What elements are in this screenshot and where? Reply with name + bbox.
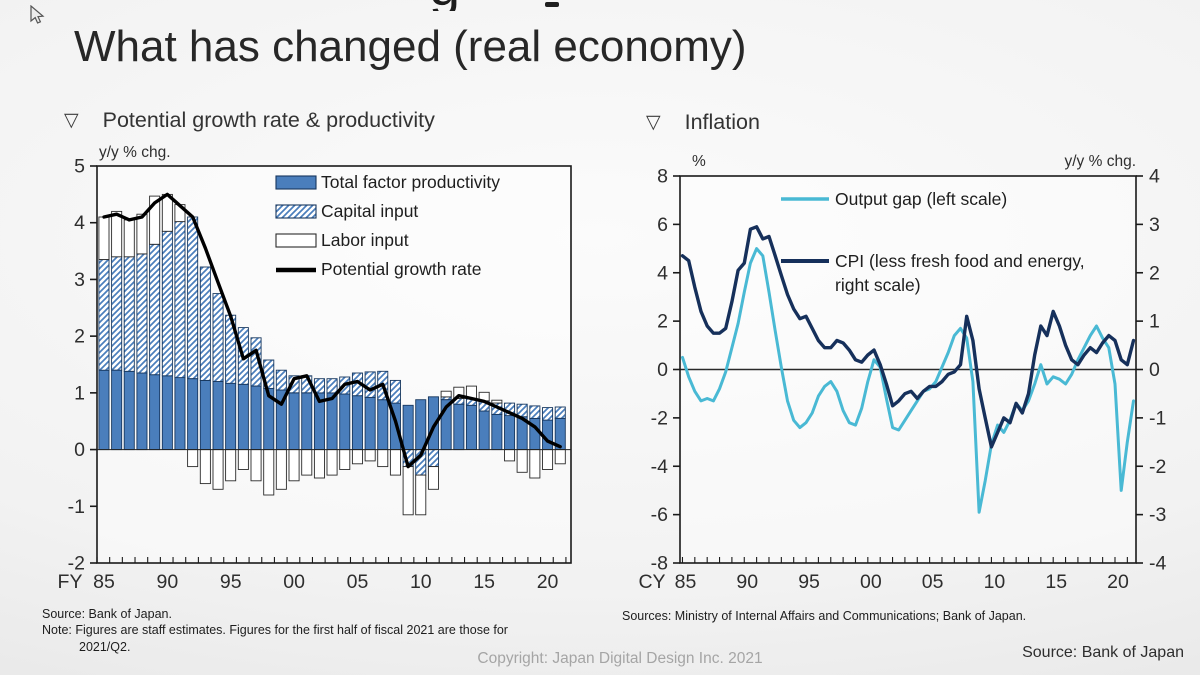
svg-text:-2: -2	[68, 553, 85, 575]
svg-text:95: 95	[798, 571, 820, 593]
clipped-letter: g	[429, 0, 460, 11]
svg-text:0: 0	[657, 359, 668, 381]
svg-text:0: 0	[1149, 359, 1160, 381]
bottom-right-source: Source: Bank of Japan	[1022, 644, 1184, 661]
svg-text:y/y % chg.: y/y % chg.	[99, 144, 171, 161]
svg-text:-6: -6	[651, 504, 668, 526]
svg-text:20: 20	[1107, 571, 1129, 593]
svg-text:-3: -3	[1149, 504, 1166, 526]
svg-text:y/y % chg.: y/y % chg.	[1065, 153, 1137, 170]
svg-text:%: %	[692, 153, 706, 170]
svg-text:10: 10	[410, 571, 432, 593]
svg-text:CPI (less fresh food and energ: CPI (less fresh food and energy,	[835, 251, 1085, 271]
svg-text:10: 10	[984, 571, 1006, 593]
right-chart-sources: Sources: Ministry of Internal Affairs an…	[622, 609, 1027, 623]
svg-text:6: 6	[657, 214, 668, 236]
svg-text:FY: FY	[58, 571, 83, 593]
right-chart-header: ▽ Inflation	[646, 110, 760, 135]
svg-text:-1: -1	[1149, 407, 1166, 429]
left-chart-footnotes: Source: Bank of Japan. Note: Figures are…	[42, 606, 508, 655]
clipped-stroke	[545, 2, 559, 7]
svg-text:90: 90	[736, 571, 758, 593]
svg-text:-4: -4	[651, 456, 668, 478]
svg-text:-4: -4	[1149, 553, 1166, 575]
svg-text:1: 1	[1149, 311, 1160, 333]
svg-text:4: 4	[657, 262, 668, 284]
svg-text:Capital input: Capital input	[321, 201, 418, 221]
left-chart-note: Note: Figures are staff estimates. Figur…	[42, 623, 508, 654]
svg-text:90: 90	[156, 571, 178, 593]
svg-text:0: 0	[74, 439, 85, 461]
svg-text:05: 05	[922, 571, 944, 593]
svg-text:Potential growth rate: Potential growth rate	[321, 259, 482, 279]
svg-text:95: 95	[220, 571, 242, 593]
svg-text:2: 2	[74, 326, 85, 348]
svg-text:4: 4	[74, 212, 85, 234]
mouse-cursor-icon	[30, 5, 45, 24]
svg-text:-2: -2	[1149, 456, 1166, 478]
svg-text:2: 2	[1149, 262, 1160, 284]
svg-text:85: 85	[675, 571, 697, 593]
svg-text:20: 20	[537, 571, 559, 593]
svg-text:15: 15	[473, 571, 495, 593]
svg-text:CY: CY	[638, 571, 665, 593]
svg-text:Labor input: Labor input	[321, 230, 409, 250]
triangle-down-icon: ▽	[64, 110, 79, 131]
svg-text:-8: -8	[651, 553, 668, 575]
svg-text:8: 8	[657, 166, 668, 188]
svg-text:2: 2	[657, 311, 668, 333]
svg-text:85: 85	[93, 571, 115, 593]
svg-text:-2: -2	[651, 407, 668, 429]
left-chart-title: Potential growth rate & productivity	[102, 108, 435, 132]
right-chart-title: Inflation	[684, 110, 760, 134]
clipped-title-fragment: g	[415, 0, 635, 11]
svg-text:3: 3	[1149, 214, 1160, 236]
svg-text:Total factor productivity: Total factor productivity	[321, 172, 500, 192]
svg-text:15: 15	[1045, 571, 1067, 593]
svg-text:3: 3	[74, 269, 85, 291]
svg-text:Output gap (left scale): Output gap (left scale)	[835, 189, 1007, 209]
svg-text:00: 00	[860, 571, 882, 593]
svg-text:right scale): right scale)	[835, 275, 921, 295]
svg-text:00: 00	[283, 571, 305, 593]
svg-text:5: 5	[74, 156, 85, 178]
triangle-down-icon: ▽	[646, 112, 661, 133]
slide-title: What has changed (real economy)	[74, 22, 747, 71]
left-chart-header: ▽ Potential growth rate & productivity	[64, 108, 435, 133]
left-chart-source: Source: Bank of Japan.	[42, 607, 172, 621]
copyright-text: Copyright: Japan Digital Design Inc. 202…	[477, 650, 763, 667]
svg-text:4: 4	[1149, 166, 1160, 188]
svg-text:-1: -1	[68, 496, 85, 518]
svg-text:1: 1	[74, 382, 85, 404]
svg-text:05: 05	[347, 571, 369, 593]
